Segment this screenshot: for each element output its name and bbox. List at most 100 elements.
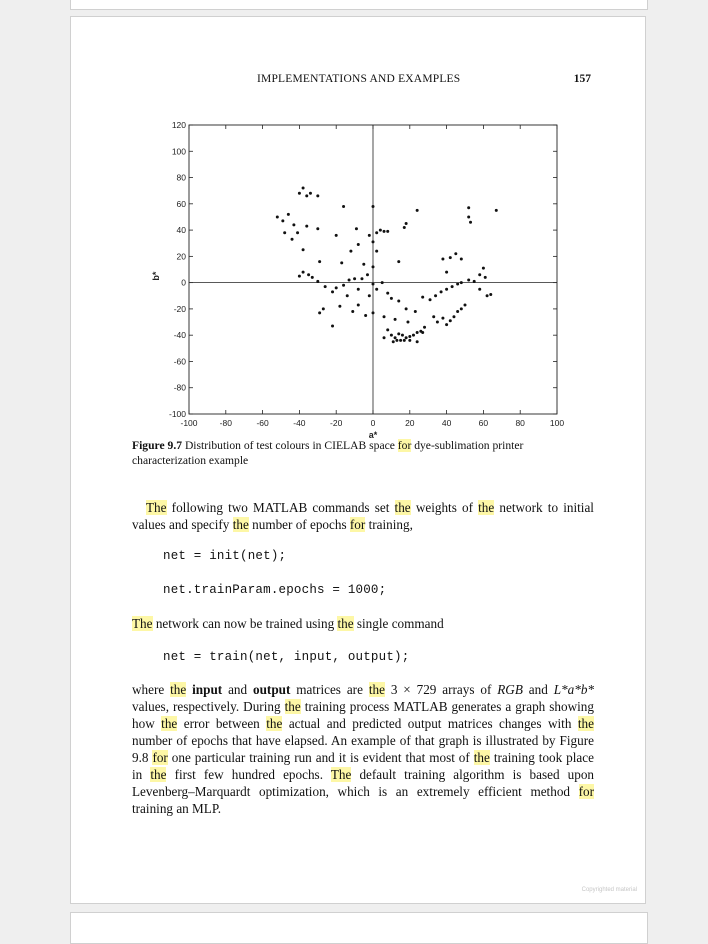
data-point (450, 285, 454, 289)
data-point (463, 303, 467, 307)
data-point (356, 287, 360, 291)
data-point (435, 320, 439, 324)
x-tick-label: 60 (479, 418, 489, 428)
data-point (316, 194, 320, 198)
highlighted-word: the (284, 699, 301, 714)
data-point (292, 223, 296, 227)
data-point (331, 324, 335, 328)
data-point (351, 310, 355, 314)
data-point (371, 282, 375, 286)
highlighted-word: the (368, 682, 385, 697)
data-point (441, 257, 445, 261)
data-point (308, 191, 312, 195)
data-point (494, 208, 498, 212)
data-point (321, 307, 325, 311)
data-point (393, 336, 397, 340)
data-point (371, 265, 375, 269)
data-point (375, 231, 379, 235)
highlighted-word: for (349, 517, 366, 532)
highlighted-word: for (152, 750, 168, 765)
data-point (364, 313, 368, 317)
highlighted-word: the (150, 767, 167, 782)
code-line-epochs: net.trainParam.epochs = 1000; (163, 583, 387, 597)
code-line-train: net = train(net, input, output); (163, 650, 410, 664)
data-point (356, 243, 360, 247)
data-point (382, 336, 386, 340)
data-point (445, 287, 449, 291)
data-point (310, 275, 314, 279)
data-point (445, 323, 449, 327)
data-point (334, 233, 338, 237)
data-point (301, 248, 305, 252)
data-point (283, 231, 287, 235)
data-point (489, 292, 493, 296)
data-point (340, 261, 344, 265)
data-point (467, 278, 471, 282)
data-point (316, 279, 320, 283)
data-point (428, 298, 432, 302)
data-point (360, 277, 364, 281)
data-point (472, 279, 476, 283)
page-number: 157 (573, 73, 591, 85)
data-point (318, 260, 322, 264)
data-point (404, 336, 408, 340)
data-point (485, 294, 489, 298)
data-point (318, 311, 322, 315)
data-point (452, 315, 456, 319)
data-point (331, 290, 335, 294)
data-point (296, 231, 300, 235)
data-point (404, 307, 408, 311)
data-point (413, 310, 417, 314)
y-tick-label: -40 (174, 330, 187, 340)
data-point (399, 338, 403, 342)
data-point (301, 186, 305, 190)
y-axis-label: b* (151, 271, 161, 280)
code-line-init: net = init(net); (163, 549, 287, 563)
running-head: IMPLEMENTATIONS AND EXAMPLES (257, 73, 461, 85)
highlighted-word: the (394, 500, 411, 515)
data-point (275, 215, 279, 219)
data-point (456, 282, 460, 286)
x-tick-label: 20 (405, 418, 415, 428)
bold-term: input (192, 682, 223, 697)
next-page-edge (70, 912, 648, 944)
data-point (307, 273, 311, 277)
x-axis-label: a* (369, 430, 378, 440)
data-point (305, 224, 309, 228)
data-point (456, 310, 460, 314)
y-tick-label: 0 (181, 278, 186, 288)
data-point (316, 227, 320, 231)
data-point (371, 240, 375, 244)
data-point (281, 219, 285, 223)
data-point (421, 295, 425, 299)
data-point (408, 334, 412, 338)
data-point (467, 215, 471, 219)
y-tick-label: 80 (177, 173, 187, 183)
data-point (305, 194, 309, 198)
x-tick-label: 0 (371, 418, 376, 428)
data-point (338, 304, 342, 308)
data-point (402, 225, 406, 229)
x-tick-label: 100 (550, 418, 564, 428)
data-point (415, 331, 419, 335)
data-point (406, 320, 410, 324)
data-point (386, 229, 390, 233)
data-point (402, 338, 406, 342)
data-point (367, 294, 371, 298)
data-point (354, 227, 358, 231)
data-point (286, 212, 290, 216)
scatter-chart: -100 -80 -60 -40 -20 0 20 40 60 80 100 -100 -80 -60 -4… (151, 120, 564, 440)
highlighted-word: the (478, 500, 495, 515)
data-point (389, 333, 393, 337)
data-point (362, 262, 366, 266)
data-point (397, 299, 401, 303)
data-point (408, 338, 412, 342)
highlighted-word: The (132, 616, 153, 631)
data-point (454, 252, 458, 256)
x-tick-label: -100 (180, 418, 197, 428)
data-point (367, 233, 371, 237)
y-tick-label: -80 (174, 383, 187, 393)
highlighted-word: the (170, 682, 187, 697)
data-point (393, 317, 397, 321)
y-tick-label: -100 (169, 409, 186, 419)
